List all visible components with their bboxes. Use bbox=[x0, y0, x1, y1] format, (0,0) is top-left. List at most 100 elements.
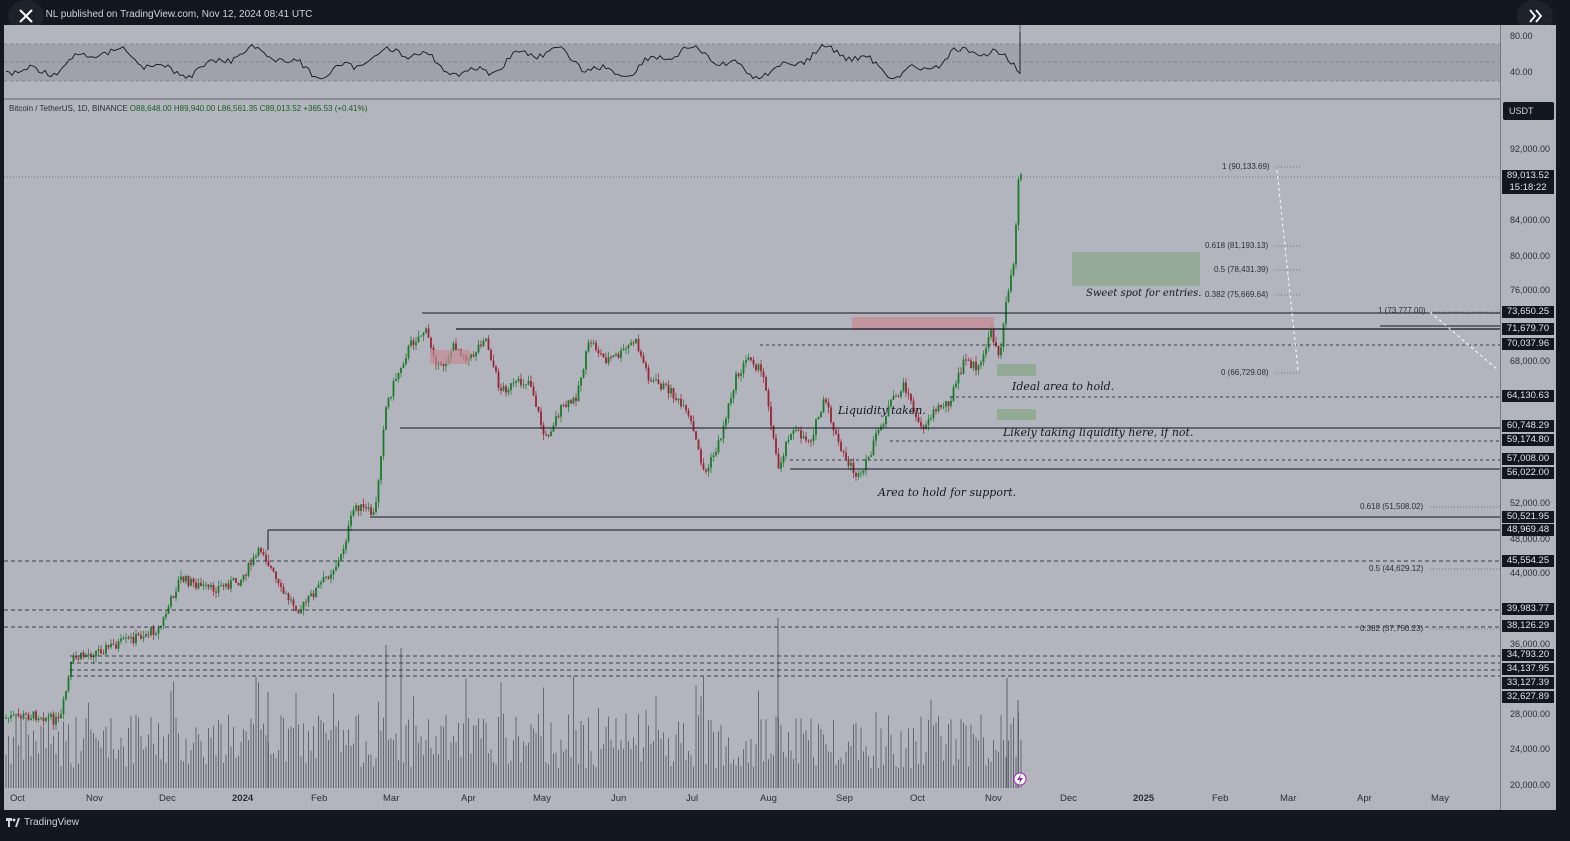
candle-body bbox=[857, 473, 860, 477]
candle-body bbox=[610, 357, 612, 358]
candle-body bbox=[120, 638, 122, 642]
candle-body bbox=[797, 429, 800, 431]
candle-body bbox=[605, 357, 607, 364]
fib-label: 0.5 (78,431.39) bbox=[1214, 265, 1269, 274]
candle-body bbox=[177, 579, 180, 592]
candle-body bbox=[532, 386, 535, 396]
open-value: O88,648.00 bbox=[129, 104, 172, 113]
candle-body bbox=[470, 354, 472, 359]
footer-bar bbox=[0, 810, 1570, 841]
candle-body bbox=[680, 398, 682, 407]
price-tick: 80,000.00 bbox=[1510, 251, 1551, 261]
candle-body bbox=[560, 404, 562, 417]
price-label: 39,983.77 bbox=[1502, 603, 1554, 615]
candle-body bbox=[160, 625, 162, 628]
candle-body bbox=[340, 554, 342, 561]
time-label: Sep bbox=[836, 793, 853, 804]
candle-body bbox=[540, 411, 542, 426]
candle-body bbox=[817, 417, 820, 420]
candle-body bbox=[105, 645, 107, 654]
candle-body bbox=[392, 380, 395, 397]
candle-body bbox=[802, 436, 805, 439]
candle-body bbox=[550, 431, 552, 437]
candle-body bbox=[985, 348, 987, 355]
sweet-spot-zone[interactable] bbox=[1072, 252, 1200, 286]
price-label: 73,650.25 bbox=[1502, 306, 1554, 318]
candle-body bbox=[82, 652, 85, 657]
candle-body bbox=[780, 462, 782, 469]
candle-body bbox=[595, 342, 597, 351]
candle-body bbox=[742, 362, 745, 374]
candle-body bbox=[565, 404, 567, 408]
candle-body bbox=[372, 511, 375, 515]
candle-body bbox=[425, 328, 427, 333]
candle-body bbox=[935, 409, 937, 412]
candle-body bbox=[15, 713, 17, 715]
candle-body bbox=[130, 636, 132, 639]
candle-body bbox=[900, 391, 902, 397]
liquidity-zone[interactable] bbox=[997, 409, 1036, 420]
candle-body bbox=[600, 353, 602, 355]
candle-body bbox=[247, 562, 250, 576]
currency-button[interactable]: USDT bbox=[1503, 102, 1554, 120]
candle-body bbox=[255, 555, 257, 558]
close-icon bbox=[19, 9, 33, 23]
price-tick: 24,000.00 bbox=[1510, 744, 1551, 754]
price-tick: 52,000.00 bbox=[1510, 498, 1551, 508]
sweet-spot-note[interactable]: Sweet spot for entries. bbox=[1086, 288, 1202, 299]
candle-body bbox=[657, 379, 660, 384]
support-area-note[interactable]: Area to hold for support. bbox=[878, 486, 1017, 499]
candle-body bbox=[112, 643, 115, 645]
liquidity-taken-note[interactable]: Liquidity taken. bbox=[838, 404, 926, 417]
candle-body bbox=[877, 430, 880, 434]
last-price: 89,013.52 bbox=[1506, 170, 1550, 181]
candle-body bbox=[847, 459, 850, 466]
candle-body bbox=[1012, 264, 1015, 276]
candle-body bbox=[322, 577, 325, 583]
candle-body bbox=[655, 379, 657, 381]
candle-body bbox=[350, 515, 352, 526]
chart-pane[interactable] bbox=[4, 25, 1500, 810]
candle-body bbox=[30, 718, 32, 720]
lightning-icon[interactable] bbox=[1013, 772, 1027, 786]
candle-body bbox=[967, 360, 970, 361]
tradingview-brand[interactable]: TradingView bbox=[6, 817, 79, 828]
hold-zone[interactable] bbox=[997, 364, 1036, 376]
candle-body bbox=[562, 404, 565, 406]
candle-body bbox=[110, 643, 112, 648]
candle-body bbox=[772, 425, 775, 438]
candle-body bbox=[732, 390, 735, 399]
candle-body bbox=[940, 405, 942, 408]
candle-body bbox=[705, 469, 707, 472]
symbol-legend[interactable]: Bitcoin / TetherUS, 1D, BINANCE O88,648.… bbox=[9, 104, 367, 113]
rsi-tick: 80.00 bbox=[1510, 31, 1533, 41]
price-label: 33,127.39 bbox=[1502, 677, 1554, 689]
candle-body bbox=[972, 361, 975, 369]
candle-body bbox=[810, 440, 812, 442]
candle-body bbox=[770, 406, 772, 426]
candle-body bbox=[405, 358, 407, 364]
time-label: Apr bbox=[461, 793, 476, 804]
price-tick: 20,000.00 bbox=[1510, 780, 1551, 790]
candle-body bbox=[1007, 291, 1010, 303]
candle-body bbox=[70, 661, 72, 677]
candle-body bbox=[490, 349, 492, 361]
candle-body bbox=[642, 355, 645, 363]
candle-body bbox=[832, 422, 835, 431]
candle-body bbox=[175, 591, 177, 598]
time-label: Jun bbox=[611, 793, 627, 804]
small-red-zone[interactable] bbox=[430, 350, 470, 364]
candle-body bbox=[627, 345, 630, 349]
candle-body bbox=[12, 714, 15, 716]
candle-body bbox=[487, 338, 490, 350]
supply-zone[interactable] bbox=[852, 317, 994, 330]
chart-drawing bbox=[4, 32, 1500, 788]
likely-liquidity-note[interactable]: Likely taking liquidity here, if not. bbox=[1003, 426, 1194, 439]
rsi-pane bbox=[4, 32, 1500, 100]
candle-body bbox=[365, 507, 367, 509]
candle-body bbox=[485, 338, 487, 341]
candle-body bbox=[970, 360, 972, 369]
ideal-area-note[interactable]: Ideal area to hold. bbox=[1012, 380, 1115, 393]
candle-body bbox=[250, 562, 252, 565]
candle-body bbox=[712, 455, 715, 458]
